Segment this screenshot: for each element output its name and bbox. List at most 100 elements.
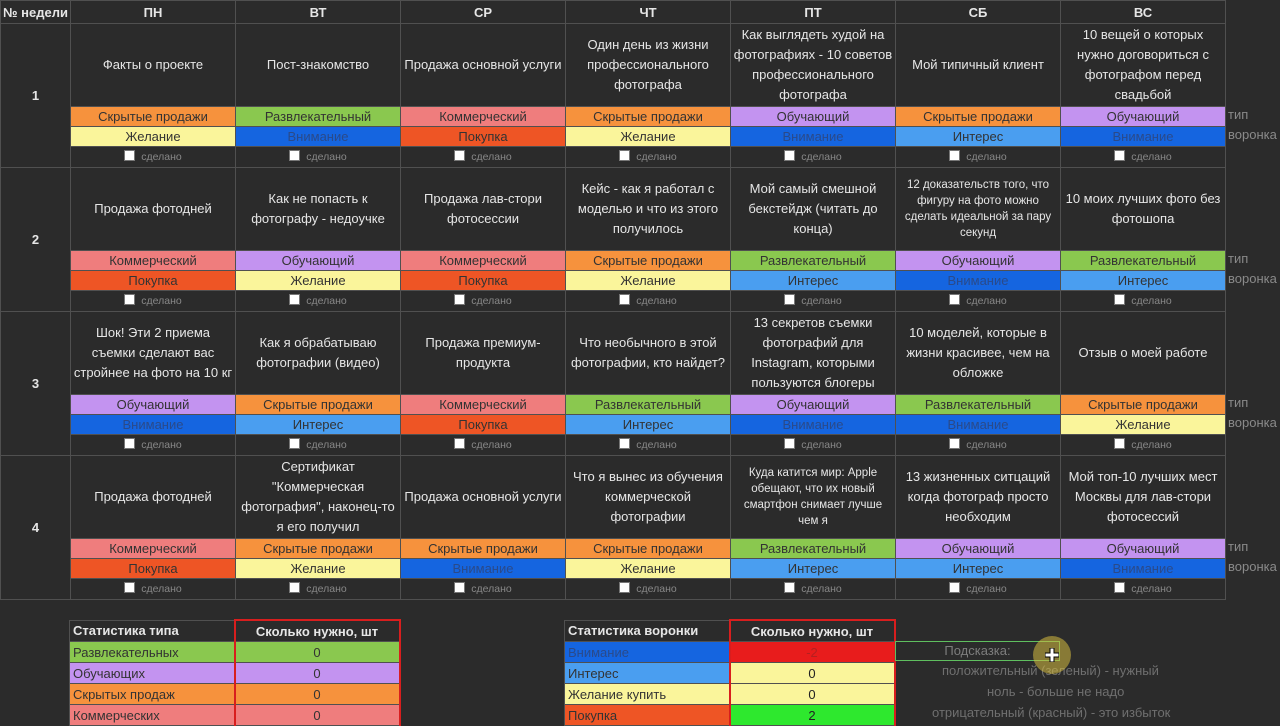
- post-topic-cell[interactable]: Как выглядеть худой на фотографиях - 10 …: [730, 23, 896, 107]
- funnel-stage-cell[interactable]: Желание: [70, 126, 236, 147]
- content-type-cell[interactable]: Скрытые продажи: [895, 106, 1061, 127]
- funnel-stage-cell[interactable]: Покупка: [400, 414, 566, 435]
- post-topic-cell[interactable]: 10 моих лучших фото без фотошопа: [1060, 167, 1226, 251]
- funnel-stage-cell[interactable]: Интерес: [730, 558, 896, 579]
- content-type-cell[interactable]: Обучающий: [235, 250, 401, 271]
- funnel-stage-cell[interactable]: Интерес: [730, 270, 896, 291]
- post-topic-cell[interactable]: Продажа основной услуги: [400, 455, 566, 539]
- post-topic-cell[interactable]: 13 секретов съемки фотографий для Instag…: [730, 311, 896, 395]
- type-stat-label[interactable]: Коммерческих: [69, 704, 235, 726]
- funnel-stat-value[interactable]: 0: [728, 683, 896, 705]
- content-type-cell[interactable]: Развлекательный: [895, 394, 1061, 415]
- done-checkbox[interactable]: [619, 582, 631, 593]
- funnel-stage-cell[interactable]: Внимание: [730, 126, 896, 147]
- done-checkbox[interactable]: [454, 438, 466, 449]
- post-topic-cell[interactable]: Что необычного в этой фотографии, кто на…: [565, 311, 731, 395]
- post-topic-cell[interactable]: Сертификат "Коммерческая фотография", на…: [235, 455, 401, 539]
- content-type-cell[interactable]: Коммерческий: [400, 394, 566, 415]
- done-checkbox[interactable]: [784, 294, 796, 305]
- post-topic-cell[interactable]: Что я вынес из обучения коммерческой фот…: [565, 455, 731, 539]
- funnel-stage-cell[interactable]: Интерес: [235, 414, 401, 435]
- funnel-stage-cell[interactable]: Внимание: [895, 270, 1061, 291]
- type-stat-value[interactable]: 0: [233, 683, 401, 705]
- done-checkbox[interactable]: [619, 294, 631, 305]
- content-type-cell[interactable]: Развлекательный: [730, 250, 896, 271]
- type-stat-label[interactable]: Обучающих: [69, 662, 235, 684]
- content-type-cell[interactable]: Скрытые продажи: [235, 394, 401, 415]
- done-checkbox[interactable]: [454, 582, 466, 593]
- done-checkbox[interactable]: [619, 150, 631, 161]
- funnel-stage-cell[interactable]: Интерес: [895, 126, 1061, 147]
- funnel-stat-value[interactable]: 0: [728, 662, 896, 684]
- done-checkbox[interactable]: [784, 438, 796, 449]
- content-type-cell[interactable]: Обучающий: [895, 250, 1061, 271]
- funnel-stat-value[interactable]: -2: [728, 641, 896, 663]
- done-checkbox[interactable]: [454, 294, 466, 305]
- done-checkbox[interactable]: [124, 438, 136, 449]
- content-type-cell[interactable]: Скрытые продажи: [1060, 394, 1226, 415]
- funnel-stage-cell[interactable]: Желание: [565, 270, 731, 291]
- done-checkbox[interactable]: [949, 294, 961, 305]
- post-topic-cell[interactable]: Мой топ-10 лучших мест Москвы для лав-ст…: [1060, 455, 1226, 539]
- type-stat-label[interactable]: Скрытых продаж: [69, 683, 235, 705]
- content-type-cell[interactable]: Развлекательный: [565, 394, 731, 415]
- content-type-cell[interactable]: Коммерческий: [70, 250, 236, 271]
- type-stat-value[interactable]: 0: [233, 641, 401, 663]
- post-topic-cell[interactable]: 12 доказательств того, что фигуру на фот…: [895, 167, 1061, 251]
- done-checkbox[interactable]: [1114, 582, 1126, 593]
- post-topic-cell[interactable]: 13 жизненных ситцаций когда фотограф про…: [895, 455, 1061, 539]
- done-checkbox[interactable]: [1114, 438, 1126, 449]
- funnel-stat-label[interactable]: Интерес: [564, 662, 730, 684]
- post-topic-cell[interactable]: Мой самый смешной бекстейдж (читать до к…: [730, 167, 896, 251]
- post-topic-cell[interactable]: Мой типичный клиент: [895, 23, 1061, 107]
- post-topic-cell[interactable]: Факты о проекте: [70, 23, 236, 107]
- done-checkbox[interactable]: [619, 438, 631, 449]
- content-type-cell[interactable]: Развлекательный: [235, 106, 401, 127]
- done-checkbox[interactable]: [289, 582, 301, 593]
- content-type-cell[interactable]: Развлекательный: [730, 538, 896, 559]
- funnel-stage-cell[interactable]: Покупка: [400, 270, 566, 291]
- funnel-stat-label[interactable]: Желание купить: [564, 683, 730, 705]
- funnel-stat-value[interactable]: 2: [728, 704, 896, 726]
- post-topic-cell[interactable]: Продажа премиум-продукта: [400, 311, 566, 395]
- content-type-cell[interactable]: Коммерческий: [400, 106, 566, 127]
- content-type-cell[interactable]: Скрытые продажи: [565, 106, 731, 127]
- type-stat-value[interactable]: 0: [233, 662, 401, 684]
- content-type-cell[interactable]: Скрытые продажи: [400, 538, 566, 559]
- content-type-cell[interactable]: Скрытые продажи: [565, 538, 731, 559]
- done-checkbox[interactable]: [289, 438, 301, 449]
- funnel-stage-cell[interactable]: Покупка: [70, 558, 236, 579]
- done-checkbox[interactable]: [784, 150, 796, 161]
- funnel-stage-cell[interactable]: Внимание: [1060, 558, 1226, 579]
- done-checkbox[interactable]: [124, 582, 136, 593]
- content-type-cell[interactable]: Обучающий: [1060, 106, 1226, 127]
- funnel-stat-label[interactable]: Покупка: [564, 704, 730, 726]
- post-topic-cell[interactable]: Куда катится мир: Apple обещают, что их …: [730, 455, 896, 539]
- funnel-stage-cell[interactable]: Покупка: [70, 270, 236, 291]
- post-topic-cell[interactable]: Как не попасть к фотографу - недоучке: [235, 167, 401, 251]
- done-checkbox[interactable]: [289, 294, 301, 305]
- funnel-stage-cell[interactable]: Внимание: [1060, 126, 1226, 147]
- post-topic-cell[interactable]: Отзыв о моей работе: [1060, 311, 1226, 395]
- done-checkbox[interactable]: [1114, 150, 1126, 161]
- funnel-stage-cell[interactable]: Интерес: [565, 414, 731, 435]
- done-checkbox[interactable]: [949, 150, 961, 161]
- funnel-stage-cell[interactable]: Желание: [565, 126, 731, 147]
- content-type-cell[interactable]: Обучающий: [895, 538, 1061, 559]
- done-checkbox[interactable]: [454, 150, 466, 161]
- content-type-cell[interactable]: Развлекательный: [1060, 250, 1226, 271]
- funnel-stage-cell[interactable]: Покупка: [400, 126, 566, 147]
- post-topic-cell[interactable]: Как я обрабатываю фотографии (видео): [235, 311, 401, 395]
- post-topic-cell[interactable]: Продажа фотодней: [70, 455, 236, 539]
- funnel-stage-cell[interactable]: Интерес: [895, 558, 1061, 579]
- post-topic-cell[interactable]: Продажа основной услуги: [400, 23, 566, 107]
- content-type-cell[interactable]: Обучающий: [730, 394, 896, 415]
- content-type-cell[interactable]: Обучающий: [730, 106, 896, 127]
- content-type-cell[interactable]: Скрытые продажи: [565, 250, 731, 271]
- content-type-cell[interactable]: Скрытые продажи: [70, 106, 236, 127]
- type-stat-value[interactable]: 0: [233, 704, 401, 726]
- done-checkbox[interactable]: [949, 582, 961, 593]
- funnel-stage-cell[interactable]: Внимание: [235, 126, 401, 147]
- funnel-stage-cell[interactable]: Желание: [1060, 414, 1226, 435]
- post-topic-cell[interactable]: Продажа фотодней: [70, 167, 236, 251]
